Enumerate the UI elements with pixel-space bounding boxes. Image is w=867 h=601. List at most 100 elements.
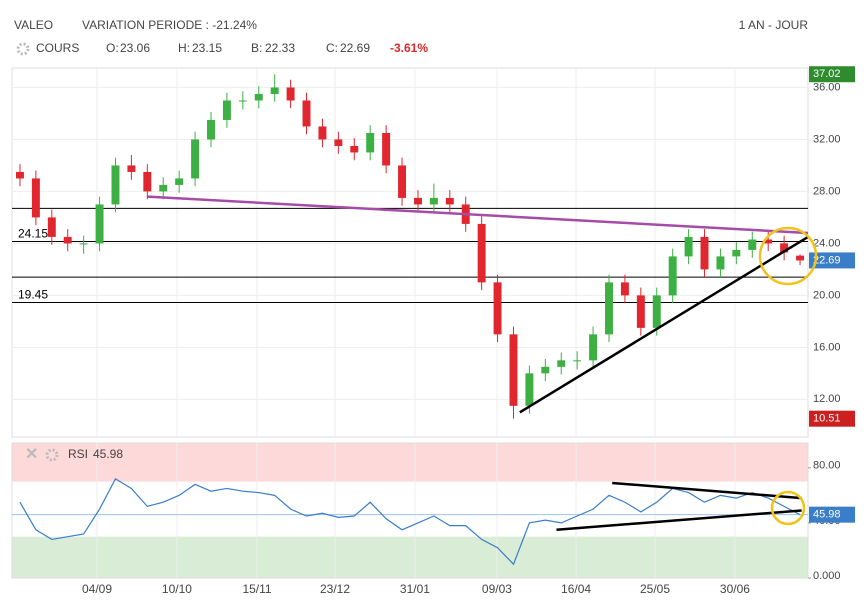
trend-line [519,235,809,414]
candle-body [557,360,566,367]
candle-body [429,197,438,205]
candle-body [302,100,311,127]
rsi-line [19,477,801,566]
gear-icon[interactable] [16,42,30,56]
price-frame [11,67,809,438]
candle-body [382,132,391,166]
close-icon[interactable]: ✕ [25,446,38,463]
min-tag: 10.51 [813,413,841,425]
candle-body [636,295,645,328]
x-tick-label: 23/12 [320,582,350,596]
candle-body [716,256,725,270]
change: -3.61% [390,41,428,55]
indicator-value: 45.98 [93,447,123,461]
high-label: H: [178,41,190,55]
variation: VARIATION PERIODE : -21.24% [82,18,257,32]
y-tick-label: 20.00 [813,289,841,301]
candle-body [589,334,598,361]
x-tick-label: 16/04 [561,582,591,596]
candle-body [748,239,757,250]
min-tag-box [809,410,855,427]
candle-body [620,282,629,296]
level-label: 19.45 [18,288,48,302]
candle-body [191,139,200,179]
highlight-circle [758,226,818,286]
level-label: 24.15 [18,227,48,241]
y-tick-label: 0.000 [813,570,841,582]
high-value: 23.15 [192,41,222,55]
trend-line [147,195,809,235]
rsi-tag: 45.98 [813,509,841,521]
x-tick-label: 31/01 [400,582,430,596]
candle-body [159,184,168,192]
x-tick-label: 10/10 [162,582,192,596]
rsi-band [12,536,808,578]
candle-body [95,204,104,244]
candle-body [541,366,550,374]
candle-body [31,178,40,218]
candle-body [111,165,120,205]
candle-body [318,126,327,140]
candle-body [175,178,184,185]
open-value: 23.06 [120,41,150,55]
trend-line [556,509,802,532]
x-tick-label: 15/11 [242,582,271,596]
low-label: B: [251,41,262,55]
candle-body [47,217,56,237]
candle-body [796,255,805,261]
candle-body [350,145,359,153]
y-tick-label: 12.00 [813,393,841,405]
candle-body [477,223,486,283]
candle-body [509,334,518,406]
open-label: O: [106,41,119,55]
title: VALEO [14,18,53,32]
x-tick-label: 25/05 [640,582,670,596]
max-tag-box [809,66,855,83]
candle-body [700,236,709,270]
x-tick-label: 30/06 [720,582,750,596]
candle-body [286,87,295,101]
indicator-name: RSI [68,447,88,461]
candle-body [15,171,24,179]
candle-body [732,249,741,257]
candle-body [270,87,279,94]
candle-body [63,236,72,244]
candle-body [254,93,263,101]
candle-body [398,165,407,198]
plot-layer: 04/09 10/10 15/11 23/12 31/01 09/03 16/04 25/05… [11,66,855,596]
candle-body [493,282,502,335]
rsi-tag-box [809,506,855,523]
gear-icon[interactable] [45,448,59,462]
x-tick-label: 09/03 [482,582,512,596]
rsi-frame [11,442,809,579]
candle-body [79,243,88,245]
rsi-band [12,443,808,482]
period[interactable]: 1 AN - JOUR [739,18,809,32]
candle-body [684,236,693,257]
series-name: COURS [36,41,79,55]
candle-body [413,197,422,205]
last-tag: 22.69 [813,254,841,266]
low-value: 22.33 [265,41,295,55]
y-tick-label: 80.00 [813,460,841,472]
candle-body [668,256,677,296]
x-tick-label: 04/09 [82,582,112,596]
candle-body [605,282,613,335]
highlight-circle [770,490,806,526]
close-label: C: [326,41,338,55]
candle-body [525,373,534,406]
candle-body [445,197,454,205]
candle-body [334,139,343,146]
candle-body [764,239,773,244]
last-tag-box [809,252,855,269]
candle-body [127,165,136,172]
y-tick-label: 24.00 [813,237,841,249]
y-tick-label: 16.00 [813,341,841,353]
candle-body [780,243,789,253]
y-tick-label: 28.00 [813,185,841,197]
candle-body [143,171,152,192]
candle-body [238,100,247,102]
max-tag: 37.02 [813,68,841,80]
trend-line [612,481,802,500]
